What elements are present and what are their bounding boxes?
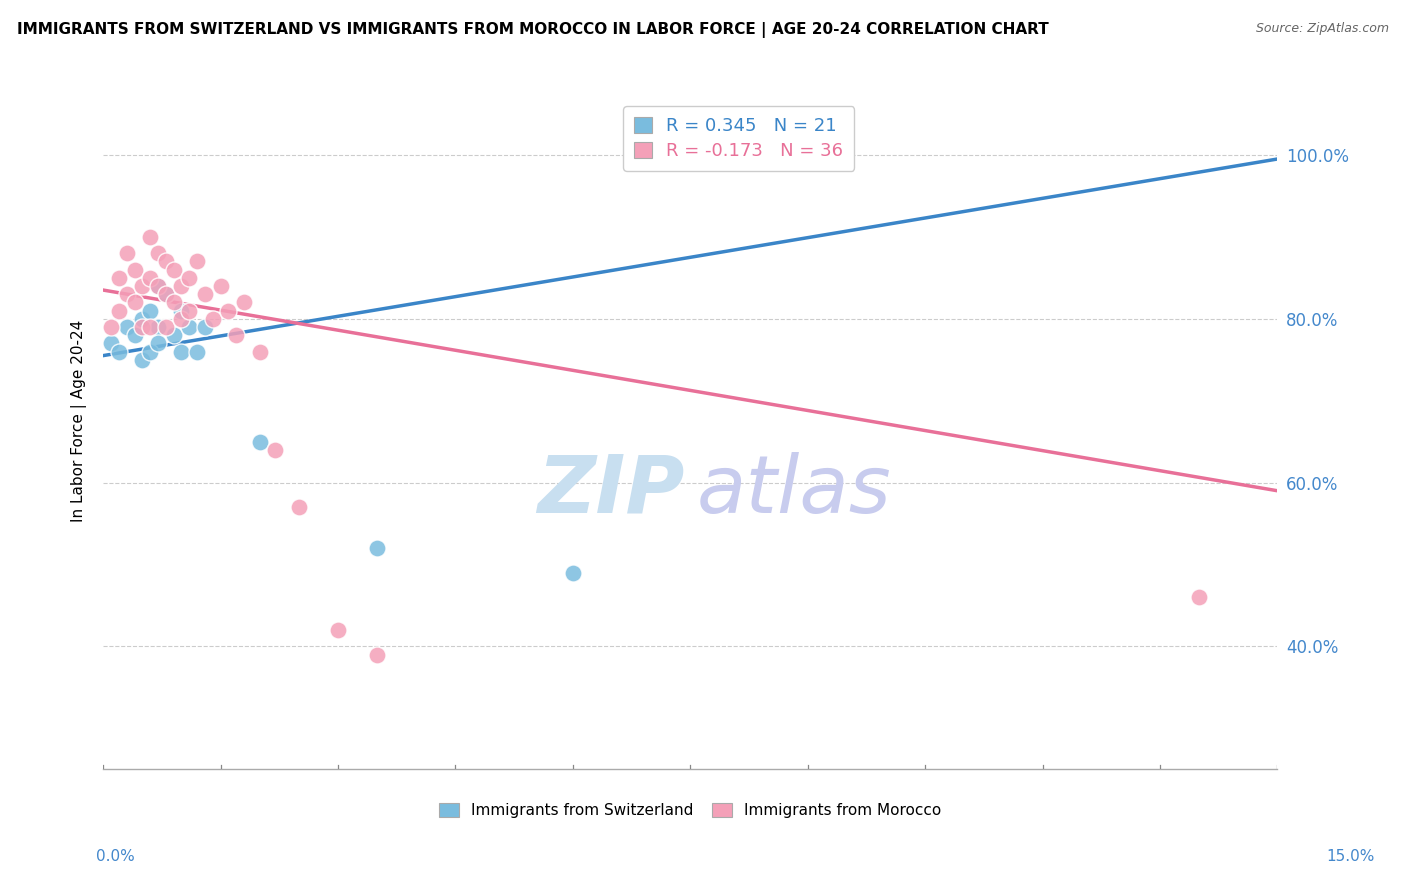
Point — [194, 320, 217, 334]
Y-axis label: In Labor Force | Age 20-24: In Labor Force | Age 20-24 — [72, 320, 87, 523]
Point — [366, 541, 388, 555]
Point — [1188, 591, 1211, 605]
Point — [179, 303, 201, 318]
Point — [124, 262, 146, 277]
Legend: Immigrants from Switzerland, Immigrants from Morocco: Immigrants from Switzerland, Immigrants … — [433, 797, 948, 824]
Point — [163, 295, 186, 310]
Point — [225, 328, 247, 343]
Point — [233, 295, 256, 310]
Point — [201, 311, 224, 326]
Point — [155, 320, 177, 334]
Text: atlas: atlas — [696, 451, 891, 530]
Point — [179, 270, 201, 285]
Point — [131, 352, 153, 367]
Point — [139, 270, 162, 285]
Point — [249, 434, 271, 449]
Point — [146, 279, 169, 293]
Point — [131, 279, 153, 293]
Text: 0.0%: 0.0% — [96, 849, 135, 864]
Text: ZIP: ZIP — [537, 451, 685, 530]
Point — [115, 320, 138, 334]
Point — [170, 344, 193, 359]
Point — [264, 442, 287, 457]
Point — [115, 287, 138, 301]
Text: Source: ZipAtlas.com: Source: ZipAtlas.com — [1256, 22, 1389, 36]
Point — [131, 311, 153, 326]
Point — [170, 311, 193, 326]
Point — [155, 287, 177, 301]
Point — [326, 623, 349, 637]
Point — [139, 303, 162, 318]
Text: 15.0%: 15.0% — [1327, 849, 1375, 864]
Point — [100, 336, 122, 351]
Point — [146, 246, 169, 260]
Point — [163, 328, 186, 343]
Point — [108, 344, 131, 359]
Point — [155, 287, 177, 301]
Point — [179, 320, 201, 334]
Point — [146, 336, 169, 351]
Point — [186, 254, 208, 268]
Point — [163, 262, 186, 277]
Point — [155, 254, 177, 268]
Point — [131, 320, 153, 334]
Point — [366, 648, 388, 662]
Point — [124, 328, 146, 343]
Point — [139, 320, 162, 334]
Text: IMMIGRANTS FROM SWITZERLAND VS IMMIGRANTS FROM MOROCCO IN LABOR FORCE | AGE 20-2: IMMIGRANTS FROM SWITZERLAND VS IMMIGRANT… — [17, 22, 1049, 38]
Point — [146, 320, 169, 334]
Point — [115, 246, 138, 260]
Point — [108, 270, 131, 285]
Point — [194, 287, 217, 301]
Point — [108, 303, 131, 318]
Point — [146, 279, 169, 293]
Point — [186, 344, 208, 359]
Point — [124, 295, 146, 310]
Point — [288, 500, 311, 515]
Point — [170, 303, 193, 318]
Point — [139, 229, 162, 244]
Point — [170, 279, 193, 293]
Point — [209, 279, 232, 293]
Point — [139, 344, 162, 359]
Point — [100, 320, 122, 334]
Point — [561, 566, 583, 580]
Point — [217, 303, 239, 318]
Point — [249, 344, 271, 359]
